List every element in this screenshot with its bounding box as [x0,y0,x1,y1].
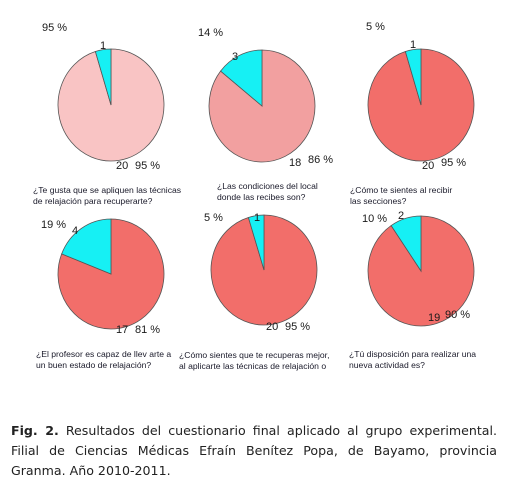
major-slice-count-label: 19 [428,312,440,324]
pie-slice-minor [404,48,422,106]
minor-slice-count-label: 1 [410,39,416,51]
minor-slice-percent-label: 5 % [366,21,385,33]
minor-slice-count-label: 1 [254,212,260,224]
minor-slice-count-label: 4 [72,225,78,237]
question-line-1: ¿Te gusta que se apliquen las técnicas [33,185,181,195]
minor-slice-percent-label: 19 % [41,219,66,231]
pie-chart-4 [57,218,165,330]
major-slice-percent-label: 81 % [135,324,160,336]
question-line-2: de relajación para recuperarte? [33,196,153,206]
pie-slice-minor [61,218,112,275]
minor-slice-percent-label: 14 % [198,27,223,39]
major-slice-count-label: 20 [422,160,434,172]
pie-panel-5: 5 % 1 20 95 % ¿Cómo sientes que te recup… [179,212,329,371]
minor-slice-count-label: 1 [100,40,106,52]
question-line-1: ¿Cómo te sientes al recibir [350,185,452,195]
figure-caption: Fig. 2. Resultados del cuestionario fina… [11,421,497,481]
question-line-2: al aplicarte las técnicas de relajación … [179,361,326,371]
pie-chart-5 [210,214,318,326]
pie-chart-2 [208,49,316,163]
pie-panel-2: 14 % 3 18 86 % ¿Las condiciones del loca… [198,27,333,202]
minor-slice-count-label: 3 [232,51,238,63]
major-slice-percent-label: 95 % [135,160,160,172]
pie-slice-minor [220,49,263,107]
minor-slice-percent-label: 10 % [362,213,387,225]
figure-caption-text: Resultados del cuestionario final aplica… [11,423,497,478]
major-slice-percent-label: 86 % [308,154,333,166]
major-slice-percent-label: 90 % [445,309,470,321]
minor-slice-count-label: 2 [398,210,404,222]
pie-panel-1: 95 % 1 20 95 % ¿Te gusta que se apliquen… [33,22,181,206]
pie-slice-minor [94,48,112,106]
question-line-1: ¿Cómo sientes que te recuperas mejor, [179,350,329,360]
major-slice-count-label: 18 [289,157,301,169]
pie-panel-3: 5 % 1 20 95 % ¿Cómo te sientes al recibi… [350,21,475,206]
major-slice-percent-label: 95 % [441,157,466,169]
pie-chart-grid-svg: 95 % 1 20 95 % ¿Te gusta que se apliquen… [33,21,476,371]
pie-slice-minor [390,215,422,273]
pie-chart-3 [367,48,475,162]
pie-chart-1 [57,48,165,162]
question-line-1: ¿El profesor es capaz de llev arte a [36,349,171,359]
question-line-2: nueva actividad es? [349,360,425,370]
major-slice-count-label: 20 [116,160,128,172]
question-line-2: un buen estado de relajación? [36,360,151,370]
question-line-1: ¿Tú disposición para realizar una [349,349,476,359]
question-line-2: las secciones? [350,196,407,206]
major-slice-percent-label: 95 % [285,321,310,333]
major-slice-count-label: 17 [116,324,128,336]
pie-chart-grid: 95 % 1 20 95 % ¿Te gusta que se apliquen… [8,6,500,400]
question-line-2: donde las recibes son? [217,192,306,202]
pie-slice-major [208,49,316,163]
major-slice-count-label: 20 [266,321,278,333]
minor-slice-percent-label: 95 % [42,22,67,34]
pie-panel-4: 19 % 4 17 81 % ¿El profesor es capaz de … [36,218,171,370]
minor-slice-percent-label: 5 % [204,212,223,224]
pie-chart-6 [367,215,475,327]
question-line-1: ¿Las condiciones del local [217,181,318,191]
figure-caption-label: Fig. 2. [11,423,59,438]
pie-panel-6: 10 % 2 19 90 % ¿Tú disposición para real… [349,210,476,370]
pie-slice-minor [247,214,265,271]
